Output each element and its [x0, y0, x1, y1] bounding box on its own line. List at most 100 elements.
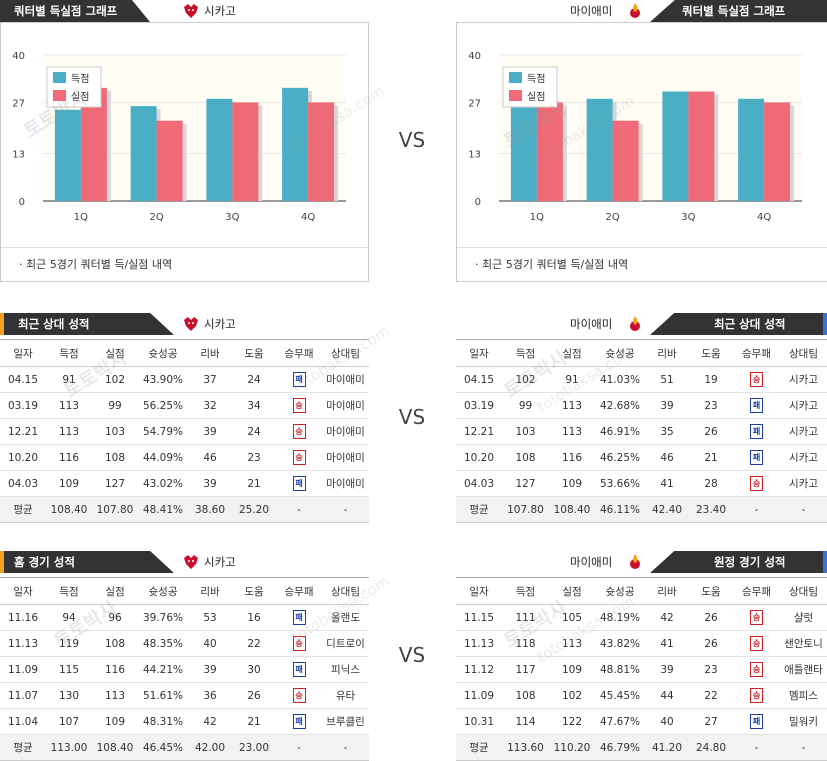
table-cell: 96: [92, 604, 138, 631]
table-cell: 26: [689, 604, 733, 631]
table-row: 11.09 108 102 45.45% 44 22 승 멤피스: [456, 682, 827, 709]
table-cell: 116: [46, 444, 92, 471]
result-cell: 패: [276, 708, 322, 735]
table-cell: 51: [645, 366, 689, 393]
column-header: 도움: [689, 577, 733, 605]
bar-득점: [510, 98, 537, 201]
table-cell: 48.81%: [595, 656, 645, 683]
table-cell: 시카고: [780, 470, 827, 497]
table-cell: 42: [188, 708, 232, 735]
table-cell: 114: [502, 708, 549, 735]
table-cell: 45.45%: [595, 682, 645, 709]
column-header: 승무패: [276, 339, 322, 367]
table-cell: 시카고: [780, 418, 827, 445]
table-cell: 03.19: [456, 392, 502, 419]
table-row: 04.03 109 127 43.02% 39 21 패 마이애미: [0, 470, 369, 497]
table-cell: 113: [92, 682, 138, 709]
table-cell: 113: [46, 392, 92, 419]
section-title: 쿼터별 득실점 그래프: [650, 0, 827, 22]
table-row: 03.19 113 99 56.25% 32 34 승 마이애미: [0, 392, 369, 419]
table-row: 03.19 99 113 42.68% 39 23 패 시카고: [456, 392, 827, 419]
table-cell: 23: [232, 444, 276, 471]
vs-label: VS: [398, 643, 426, 667]
x-tick-label: 2Q: [150, 212, 164, 223]
result-cell: 승: [276, 444, 322, 471]
table-cell: 109: [46, 470, 92, 497]
section-title: 원정 경기 성적: [650, 551, 823, 573]
table-cell: 39.76%: [138, 604, 188, 631]
table-cell: 127: [92, 470, 138, 497]
table-cell: 마이애미: [322, 392, 369, 419]
table-cell: 122: [549, 708, 595, 735]
result-cell: 패: [733, 418, 780, 445]
table-cell: 107: [46, 708, 92, 735]
table-cell: 21: [689, 444, 733, 471]
table-cell: 35: [645, 418, 689, 445]
y-tick-label: 13: [12, 150, 25, 161]
result-badge: 승: [750, 610, 763, 625]
section-title: 홈 경기 성적: [4, 551, 174, 573]
table-cell: 108: [502, 444, 549, 471]
table-cell: 11.09: [456, 682, 502, 709]
quarter-chart-panel-left: 0 13 27 40 1Q 2Q 3Q 4Q 득점 실점 · 최근 5경기 쿼터별 득/실점 내역: [0, 22, 369, 282]
bar-득점: [586, 98, 613, 201]
heat-logo-icon: [630, 554, 640, 569]
result-badge: 패: [292, 372, 306, 387]
table-cell: 유타: [322, 682, 369, 709]
bulls-logo-icon: [184, 317, 198, 331]
result-badge: 패: [292, 714, 306, 729]
table-cell: 99: [92, 392, 138, 419]
table-cell: 11.04: [0, 708, 46, 735]
table-cell: 113: [549, 630, 595, 657]
result-cell: 승: [276, 392, 322, 419]
average-cell: 107.80: [92, 496, 138, 523]
legend-swatch: [53, 72, 66, 83]
column-header: 일자: [456, 339, 502, 367]
table-row: 12.21 103 113 46.91% 35 26 패 시카고: [456, 418, 827, 445]
quarter-chart-header-left: 쿼터별 득실점 그래프 시카고: [0, 0, 370, 22]
table-cell: 샌안토니: [780, 630, 827, 657]
table-cell: 마이애미: [322, 444, 369, 471]
table-cell: 46: [645, 444, 689, 471]
average-cell: 46.11%: [595, 496, 645, 523]
team-name: 시카고: [204, 317, 236, 331]
average-cell: -: [276, 496, 322, 523]
average-cell: -: [322, 496, 369, 523]
column-header: 리바: [645, 577, 689, 605]
x-tick-label: 1Q: [74, 212, 88, 223]
home-table-left: 일자 득점 실점 슛성공 리바 도움 승무패 상대팀 11.16 94 96 39.76% 53 16 패 올…: [0, 577, 369, 761]
table-row: 12.21 113 103 54.79% 39 24 승 마이애미: [0, 418, 369, 445]
table-row: 10.31 114 122 47.67% 40 27 패 밀워키: [456, 708, 827, 735]
bar-득점: [738, 98, 765, 201]
bar-실점: [612, 120, 639, 201]
table-cell: 99: [502, 392, 549, 419]
team-name: 마이애미: [570, 4, 613, 18]
result-cell: 승: [733, 656, 780, 683]
table-row: 11.13 119 108 48.35% 40 22 승 디트로이: [0, 630, 369, 657]
table-cell: 43.90%: [138, 366, 188, 393]
column-header: 상대팀: [322, 339, 369, 367]
table-cell: 54.79%: [138, 418, 188, 445]
chart-footnote: · 최근 5경기 쿼터별 득/실점 내역: [1, 247, 368, 281]
table-cell: 44.21%: [138, 656, 188, 683]
table-cell: 111: [502, 604, 549, 631]
team-name: 마이애미: [570, 317, 613, 331]
table-cell: 올랜도: [322, 604, 369, 631]
table-cell: 103: [502, 418, 549, 445]
table-cell: 04.03: [0, 470, 46, 497]
table-cell: 11.13: [0, 630, 46, 657]
column-header: 슛성공: [138, 339, 188, 367]
legend-swatch: [509, 72, 522, 83]
column-header: 승무패: [733, 339, 780, 367]
legend-label: 실점: [527, 91, 545, 103]
result-cell: 승: [733, 630, 780, 657]
column-header: 실점: [549, 577, 595, 605]
table-row: 10.20 108 116 46.25% 46 21 패 시카고: [456, 444, 827, 471]
table-cell: 41: [645, 470, 689, 497]
column-header: 실점: [549, 339, 595, 367]
legend-swatch: [53, 90, 66, 101]
table-cell: 108: [502, 682, 549, 709]
bar-실점: [156, 120, 183, 201]
result-cell: 패: [276, 366, 322, 393]
